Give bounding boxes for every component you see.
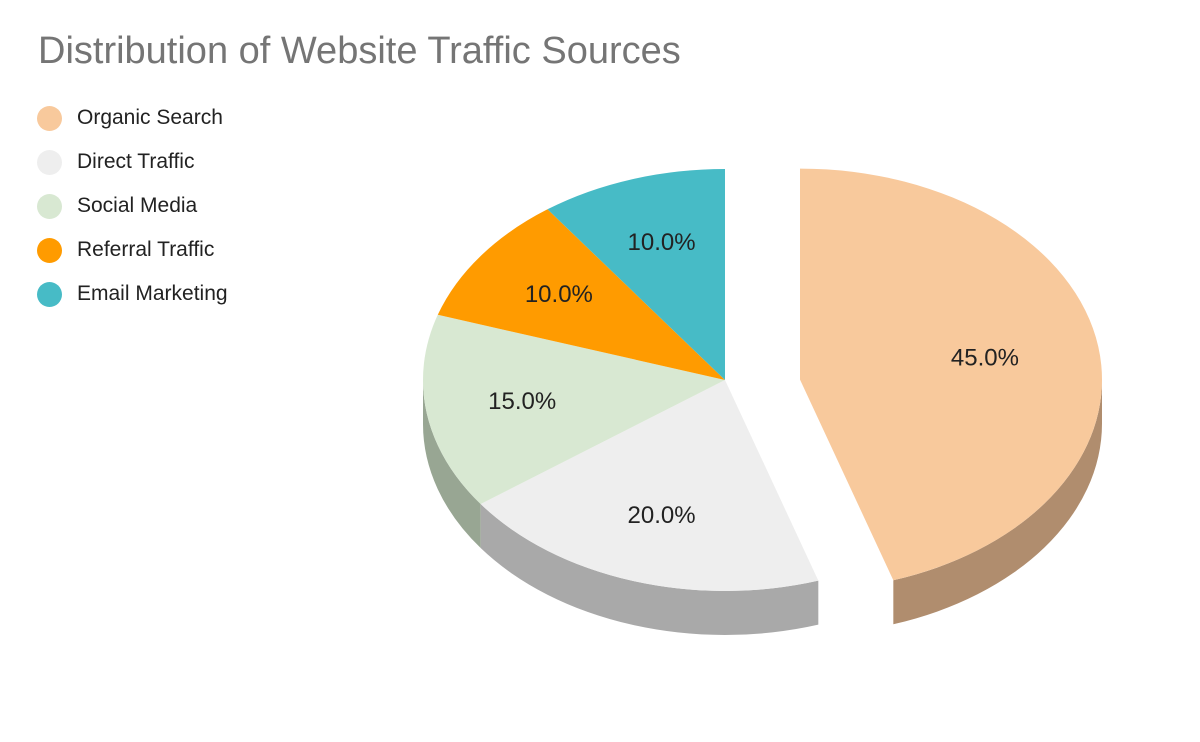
pie-slice-email-marketing[interactable] bbox=[547, 169, 725, 380]
slice-label-organic-search: 45.0% bbox=[951, 344, 1019, 371]
chart-title: Distribution of Website Traffic Sources bbox=[38, 30, 681, 72]
pie-slice-organic-search[interactable] bbox=[800, 168, 1102, 581]
slice-label-email-marketing: 10.0% bbox=[628, 229, 696, 256]
pie-side-layer bbox=[423, 379, 1102, 635]
legend-item-email-marketing[interactable]: Email Marketing bbox=[37, 272, 228, 316]
pie-side-social-media bbox=[423, 380, 481, 549]
pie-top-layer bbox=[423, 168, 1102, 591]
legend-label-social-media: Social Media bbox=[77, 194, 198, 217]
legend-item-social-media[interactable]: Social Media bbox=[37, 184, 228, 228]
legend: Organic Search Direct Traffic Social Med… bbox=[37, 96, 228, 316]
legend-label-referral-traffic: Referral Traffic bbox=[77, 238, 215, 261]
legend-swatch-referral-traffic bbox=[37, 237, 62, 263]
legend-swatch-direct-traffic bbox=[37, 149, 62, 175]
slice-label-social-media: 15.0% bbox=[488, 388, 556, 415]
legend-swatch-social-media bbox=[37, 193, 62, 219]
legend-label-organic-search: Organic Search bbox=[77, 106, 223, 129]
legend-item-referral-traffic[interactable]: Referral Traffic bbox=[37, 228, 228, 272]
pie-slice-social-media[interactable] bbox=[423, 314, 725, 505]
legend-item-direct-traffic[interactable]: Direct Traffic bbox=[37, 140, 228, 184]
legend-label-email-marketing: Email Marketing bbox=[77, 282, 228, 305]
legend-item-organic-search[interactable]: Organic Search bbox=[37, 96, 228, 140]
slice-label-referral-traffic: 10.0% bbox=[525, 281, 593, 308]
pie-side-direct-traffic bbox=[480, 504, 819, 635]
slice-label-direct-traffic: 20.0% bbox=[628, 502, 696, 529]
legend-label-direct-traffic: Direct Traffic bbox=[77, 150, 195, 173]
legend-swatch-organic-search bbox=[37, 105, 62, 131]
pie-side-organic-search bbox=[893, 379, 1102, 625]
legend-swatch-email-marketing bbox=[37, 281, 62, 307]
pie-slice-direct-traffic[interactable] bbox=[480, 380, 819, 591]
pie-label-layer: 45.0% 20.0% 15.0% 10.0% 10.0% bbox=[488, 229, 1019, 529]
pie-slice-referral-traffic[interactable] bbox=[437, 209, 725, 380]
